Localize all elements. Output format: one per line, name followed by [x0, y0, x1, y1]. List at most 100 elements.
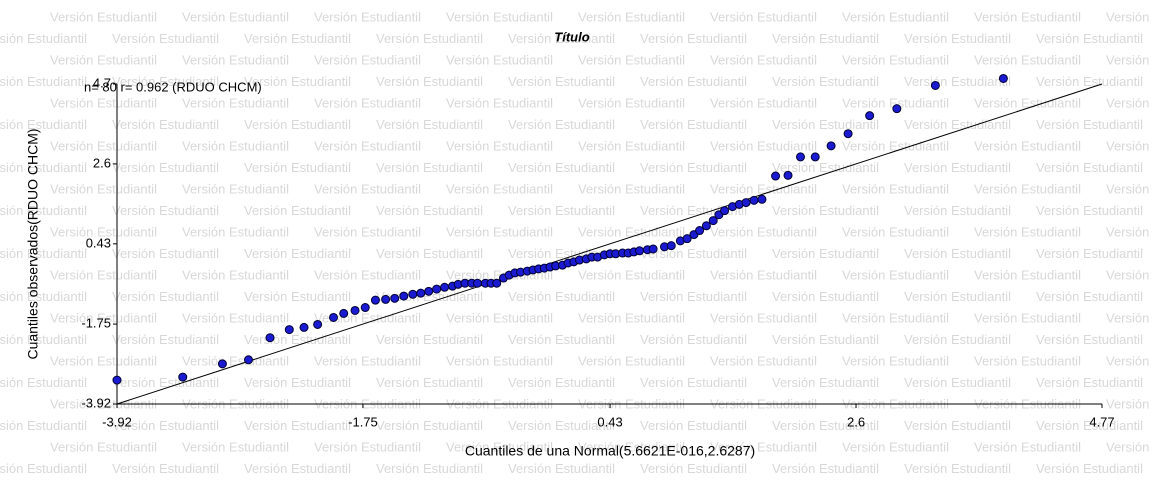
watermark: Versión Estudiantil: [508, 74, 615, 89]
watermark: Versión Estudiantil: [772, 117, 879, 132]
watermark: Versión Estudiantil: [578, 267, 685, 282]
watermark: Versión Estudiantil: [710, 439, 817, 454]
point: [635, 246, 645, 256]
watermark: Versión Estudiantil: [182, 95, 289, 110]
watermark: Versión Estudiantil: [446, 138, 553, 153]
watermark: Versión Estudiantil: [1036, 418, 1143, 433]
watermark: Versión Estudiantil: [314, 95, 421, 110]
watermark: Versión Estudiantil: [974, 9, 1081, 24]
point: [440, 282, 450, 292]
watermark: Versión Estudiantil: [314, 267, 421, 282]
watermark: Versión Estudiantil: [314, 224, 421, 239]
watermark: Versión Estudiantil: [1036, 117, 1143, 132]
watermark: Versión Estudiantil: [640, 461, 747, 476]
watermark: Versión Estudiantil: [1106, 138, 1153, 153]
watermark: Versión Estudiantil: [244, 418, 351, 433]
watermark: Versión Estudiantil: [0, 246, 87, 261]
watermark: Versión Estudiantil: [578, 353, 685, 368]
watermark: Versión Estudiantil: [842, 95, 949, 110]
watermark: Versión Estudiantil: [376, 375, 483, 390]
watermark: Versión Estudiantil: [508, 31, 615, 46]
point: [243, 355, 253, 365]
watermark: Versión Estudiantil: [0, 117, 87, 132]
point: [424, 286, 434, 296]
watermark: Versión Estudiantil: [640, 418, 747, 433]
watermark: Versión Estudiantil: [1106, 52, 1153, 67]
point: [741, 198, 751, 208]
watermark: Versión Estudiantil: [244, 375, 351, 390]
point: [795, 152, 805, 162]
watermark: Versión Estudiantil: [446, 181, 553, 196]
watermark: Versión Estudiantil: [0, 418, 87, 433]
point: [370, 295, 380, 305]
watermark: Versión Estudiantil: [1106, 396, 1153, 411]
watermark: Versión Estudiantil: [508, 332, 615, 347]
watermark: Versión Estudiantil: [508, 461, 615, 476]
watermark: Versión Estudiantil: [244, 74, 351, 89]
watermark: Versión Estudiantil: [772, 418, 879, 433]
watermark: Versión Estudiantil: [904, 31, 1011, 46]
watermark: Versión Estudiantil: [112, 203, 219, 218]
watermark: Versión Estudiantil: [640, 332, 747, 347]
chart-subtitle: Título: [554, 29, 589, 44]
watermark: Versión Estudiantil: [842, 52, 949, 67]
watermark: Versión Estudiantil: [578, 95, 685, 110]
watermark: Versión Estudiantil: [974, 181, 1081, 196]
watermark: Versión Estudiantil: [1036, 31, 1143, 46]
y-tick-label: 2.6: [93, 155, 111, 170]
watermark: Versión Estudiantil: [1036, 203, 1143, 218]
watermark: Versión Estudiantil: [508, 160, 615, 175]
watermark: Versión Estudiantil: [376, 461, 483, 476]
watermark: Versión Estudiantil: [710, 353, 817, 368]
watermark: Versión Estudiantil: [974, 52, 1081, 67]
watermark: Versión Estudiantil: [182, 439, 289, 454]
watermark: Versión Estudiantil: [112, 289, 219, 304]
x-axis-label: Cuantiles de una Normal(5.6621E-016,2.62…: [465, 443, 755, 459]
watermark: Versión Estudiantil: [182, 310, 289, 325]
watermark: Versión Estudiantil: [314, 353, 421, 368]
watermark: Versión Estudiantil: [0, 160, 87, 175]
watermark: Versión Estudiantil: [0, 203, 87, 218]
point: [720, 206, 730, 216]
watermark: Versión Estudiantil: [446, 310, 553, 325]
watermark-layer: Versión Estudiantil Versión Estudiantil Ve…: [0, 9, 1153, 476]
watermark: Versión Estudiantil: [578, 310, 685, 325]
watermark: Versión Estudiantil: [446, 353, 553, 368]
watermark: Versión Estudiantil: [182, 138, 289, 153]
watermark: Versión Estudiantil: [50, 9, 157, 24]
watermark: Versión Estudiantil: [244, 461, 351, 476]
watermark: Versión Estudiantil: [842, 439, 949, 454]
watermark: Versión Estudiantil: [314, 181, 421, 196]
watermark: Versión Estudiantil: [1036, 289, 1143, 304]
watermark: Versión Estudiantil: [376, 31, 483, 46]
watermark: Versión Estudiantil: [50, 138, 157, 153]
watermark: Versión Estudiantil: [112, 74, 219, 89]
annotation: n= 80 r= 0.962 (RDUO CHCM): [84, 79, 262, 94]
watermark: Versión Estudiantil: [0, 461, 87, 476]
watermark: Versión Estudiantil: [710, 267, 817, 282]
watermark: Versión Estudiantil: [640, 74, 747, 89]
watermark: Versión Estudiantil: [974, 353, 1081, 368]
point: [783, 170, 793, 180]
watermark: Versión Estudiantil: [446, 224, 553, 239]
point: [408, 289, 418, 299]
watermark: Versión Estudiantil: [1106, 181, 1153, 196]
watermark: Versión Estudiantil: [904, 461, 1011, 476]
watermark: Versión Estudiantil: [842, 181, 949, 196]
watermark: Versión Estudiantil: [446, 439, 553, 454]
watermark: Versión Estudiantil: [244, 246, 351, 261]
watermark: Versión Estudiantil: [1106, 267, 1153, 282]
point: [892, 104, 902, 114]
point: [826, 141, 836, 151]
watermark: Versión Estudiantil: [904, 74, 1011, 89]
reference-line: [116, 83, 1103, 405]
watermark: Versión Estudiantil: [50, 353, 157, 368]
watermark: Versión Estudiantil: [314, 138, 421, 153]
watermark: Versión Estudiantil: [112, 160, 219, 175]
point: [217, 359, 227, 369]
watermark: Versión Estudiantil: [640, 289, 747, 304]
watermark: Versión Estudiantil: [0, 74, 87, 89]
point: [865, 111, 875, 121]
watermark: Versión Estudiantil: [710, 224, 817, 239]
